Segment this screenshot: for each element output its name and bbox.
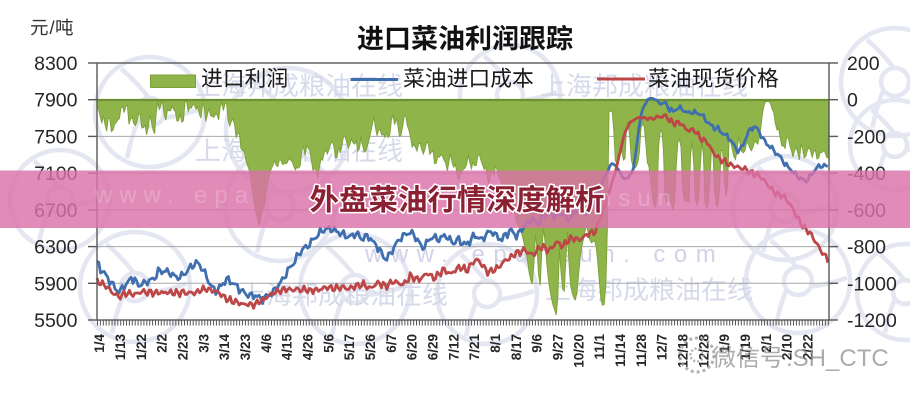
svg-text:1/4: 1/4 xyxy=(92,334,107,353)
svg-text:3/14: 3/14 xyxy=(217,334,232,361)
svg-text:5/6: 5/6 xyxy=(321,334,336,353)
svg-text:6300: 6300 xyxy=(34,237,78,259)
svg-text:2/2: 2/2 xyxy=(155,334,170,353)
svg-text:5/26: 5/26 xyxy=(363,334,378,361)
svg-text:10/20: 10/20 xyxy=(571,334,586,368)
svg-text:8300: 8300 xyxy=(34,53,78,75)
svg-text:-1000: -1000 xyxy=(847,273,897,295)
svg-text:-800: -800 xyxy=(847,237,886,259)
svg-text:0: 0 xyxy=(847,90,858,112)
svg-text:3/23: 3/23 xyxy=(238,334,253,361)
svg-text:7900: 7900 xyxy=(34,90,78,112)
svg-text:3/3: 3/3 xyxy=(196,334,211,353)
svg-text:1/13: 1/13 xyxy=(113,334,128,361)
svg-text:12/7: 12/7 xyxy=(655,334,670,360)
svg-text:11/1: 11/1 xyxy=(592,334,607,360)
svg-text:5/17: 5/17 xyxy=(342,334,357,360)
svg-text:-1200: -1200 xyxy=(847,310,897,332)
svg-text:2/23: 2/23 xyxy=(175,334,190,361)
svg-text:9/6: 9/6 xyxy=(530,334,545,353)
svg-text:6/7: 6/7 xyxy=(384,334,399,353)
svg-text:nsun: nsun xyxy=(598,185,678,212)
svg-text:11/14: 11/14 xyxy=(613,334,628,368)
svg-text:6/20: 6/20 xyxy=(405,334,420,360)
svg-text:9/27: 9/27 xyxy=(551,334,566,360)
svg-text:7500: 7500 xyxy=(34,126,78,148)
svg-text:4/15: 4/15 xyxy=(280,334,295,361)
svg-text::SH_CTC: :SH_CTC xyxy=(786,345,889,372)
svg-text:2/10: 2/10 xyxy=(780,334,795,360)
svg-text:2/1: 2/1 xyxy=(759,334,774,353)
svg-text:7/12: 7/12 xyxy=(446,334,461,360)
svg-text:8/1: 8/1 xyxy=(488,334,503,353)
svg-text:5900: 5900 xyxy=(34,273,78,295)
svg-text:6/29: 6/29 xyxy=(426,334,441,360)
svg-text:200: 200 xyxy=(847,53,880,75)
svg-text:2/22: 2/22 xyxy=(801,334,816,360)
svg-text:/: / xyxy=(50,17,56,38)
svg-text:1/9: 1/9 xyxy=(717,334,732,353)
svg-text:11/28: 11/28 xyxy=(634,334,649,368)
svg-text:8/17: 8/17 xyxy=(509,334,524,360)
svg-text:www. epa: www. epa xyxy=(94,182,255,209)
svg-text:7/21: 7/21 xyxy=(467,334,482,361)
svg-text:4/26: 4/26 xyxy=(301,334,316,361)
svg-text:5500: 5500 xyxy=(34,310,78,332)
svg-text:4/6: 4/6 xyxy=(259,334,274,353)
svg-text:1/22: 1/22 xyxy=(134,334,149,360)
svg-text:-200: -200 xyxy=(847,126,886,148)
